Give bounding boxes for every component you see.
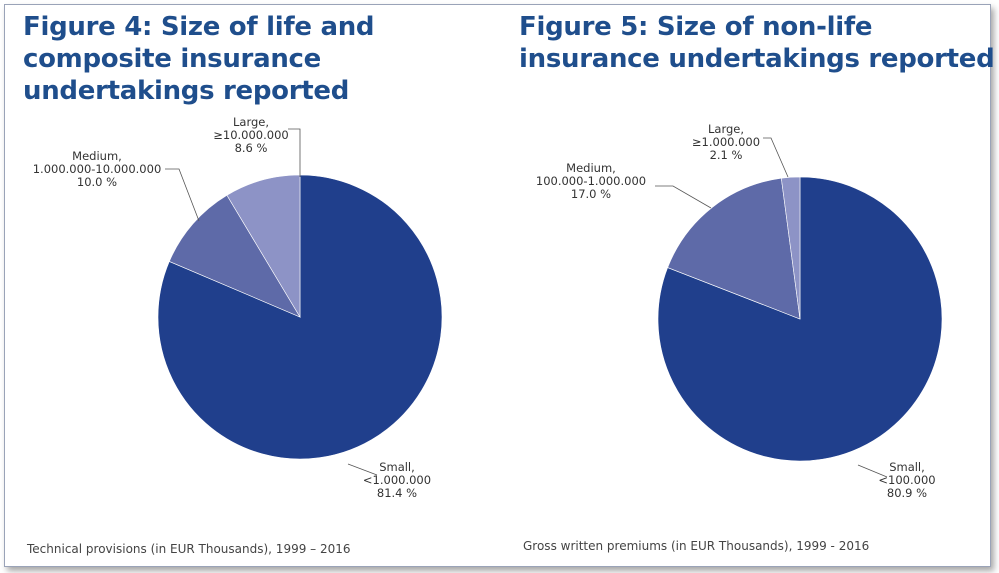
pie-slice-medium bbox=[168, 194, 301, 318]
figure-5-pie-chart: Small, <100.000 80.9 % Medium, 100.000-1.000… bbox=[536, 122, 943, 500]
slice-label: Large, ≥10.000.000 8.6 % bbox=[213, 115, 288, 155]
leader-line bbox=[347, 463, 378, 476]
pie-slice-medium bbox=[667, 177, 801, 320]
figure-5-panel: Figure 5: Size of non-life insurance und… bbox=[505, 5, 995, 566]
leader-line bbox=[857, 464, 888, 478]
pie-slice-small bbox=[157, 174, 443, 460]
slice-label: Large, ≥1.000.000 2.1 % bbox=[692, 122, 760, 162]
figure-5-title: Figure 5: Size of non-life insurance und… bbox=[519, 12, 995, 74]
leader-line bbox=[655, 185, 712, 209]
figure-5-caption: Gross written premiums (in EUR Thousands… bbox=[523, 539, 870, 553]
slice-label: Small, <100.000 80.9 % bbox=[878, 460, 935, 500]
figure-4-title: Figure 4: Size of life and composite ins… bbox=[23, 12, 375, 106]
figure-4-pie-chart: Small, <1.000.000 81.4 % Medium, 1.000.000-1… bbox=[33, 115, 443, 500]
slice-label: Medium, 100.000-1.000.000 17.0 % bbox=[536, 161, 646, 201]
figure-4-panel: Figure 4: Size of life and composite ins… bbox=[5, 5, 505, 566]
pie-slice-large bbox=[780, 176, 801, 320]
figure-frame: Figure 4: Size of life and composite ins… bbox=[4, 4, 995, 567]
slice-label: Medium, 1.000.000-10.000.000 10.0 % bbox=[33, 149, 162, 189]
leader-line bbox=[763, 137, 789, 178]
slice-label: Small, <1.000.000 81.4 % bbox=[363, 460, 431, 500]
leader-line bbox=[165, 168, 200, 222]
leader-line bbox=[288, 128, 301, 177]
figure-4-caption: Technical provisions (in EUR Thousands),… bbox=[27, 542, 351, 556]
